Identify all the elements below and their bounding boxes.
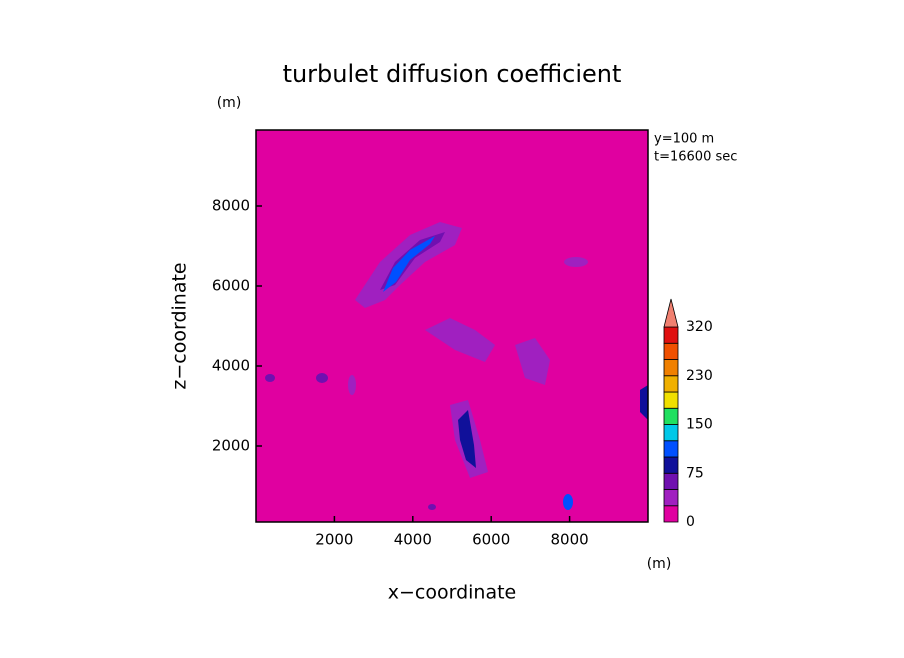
contour-region — [564, 257, 588, 267]
colorbar-box — [663, 375, 679, 393]
contour-region — [428, 504, 436, 510]
x-tick-label: 4000 — [394, 531, 432, 549]
contour-region — [515, 338, 550, 385]
colorbar-box — [663, 359, 679, 377]
colorbar-label: 0 — [686, 514, 695, 530]
annotation: t=16600 sec — [654, 150, 737, 165]
colorbar-box — [663, 489, 679, 507]
colorbar-extend — [663, 298, 679, 328]
colorbar-box — [663, 505, 679, 523]
colorbar-box — [663, 472, 679, 490]
contour-region — [383, 236, 435, 292]
colorbar-label: 320 — [686, 319, 713, 335]
contour-region — [316, 373, 328, 383]
contour-region — [348, 375, 356, 395]
x-tick-label: 6000 — [472, 531, 510, 549]
contour-region — [458, 410, 476, 468]
x-tick-label: 2000 — [315, 531, 353, 549]
contour-region — [563, 494, 573, 510]
contour-region — [265, 374, 275, 382]
y-axis-label: z−coordinate — [169, 262, 191, 389]
colorbar-label: 150 — [686, 417, 713, 433]
colorbar-box — [663, 407, 679, 425]
y-tick-label: 2000 — [212, 437, 250, 455]
contour-region — [640, 385, 648, 420]
x-unit: (m) — [647, 556, 672, 572]
chart-title: turbulet diffusion coefficient — [283, 60, 622, 88]
colorbar-box — [663, 456, 679, 474]
x-axis-label: x−coordinate — [388, 582, 517, 604]
y-unit: (m) — [217, 95, 242, 111]
plot-frame — [255, 129, 649, 523]
y-tick-label: 4000 — [212, 357, 250, 375]
colorbar-box — [663, 391, 679, 409]
colorbar-label: 230 — [686, 368, 713, 384]
x-tick-label: 8000 — [551, 531, 589, 549]
contour-features — [265, 222, 648, 510]
colorbar-box — [663, 424, 679, 442]
colorbar-box — [663, 342, 679, 360]
y-tick-label: 6000 — [212, 277, 250, 295]
colorbar-box — [663, 326, 679, 344]
colorbar-label: 75 — [686, 465, 704, 481]
y-tick-label: 8000 — [212, 197, 250, 215]
contour-region — [425, 318, 495, 362]
colorbar-box — [663, 440, 679, 458]
annotation: y=100 m — [654, 132, 714, 147]
